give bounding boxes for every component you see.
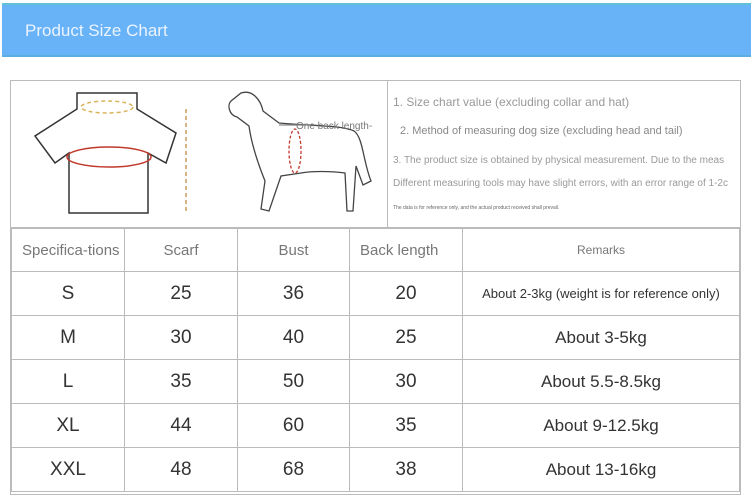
size-cell: XXL — [11, 447, 125, 492]
header-remarks: Remarks — [462, 228, 740, 272]
remarks-cell: About 9-12.5kg — [462, 403, 740, 448]
size-cell: S — [11, 271, 125, 316]
bust-cell: 36 — [237, 271, 350, 316]
note-4: Different measuring tools may have sligh… — [393, 178, 728, 189]
size-cell: M — [11, 315, 125, 360]
header-specifications: Specifica-tions — [11, 228, 125, 272]
remarks-cell: About 3-5kg — [462, 315, 740, 360]
note-3: 3. The product size is obtained by physi… — [393, 155, 725, 166]
shirt-dog-illustration: One back length- — [33, 91, 372, 214]
bust-cell: 50 — [237, 359, 350, 404]
header-banner: Product Size Chart — [2, 3, 751, 57]
bust-cell: 40 — [237, 315, 350, 360]
scarf-cell: 35 — [124, 359, 238, 404]
dog-icon — [228, 91, 372, 212]
size-cell: L — [11, 359, 125, 404]
table-row: S 25 36 20 About 2-3kg (weight is for re… — [11, 271, 740, 316]
size-chart: One back length- 1. Size chart value (ex… — [10, 80, 741, 495]
table-header: Specifica-tions Scarf Bust Back length R… — [11, 228, 740, 272]
back-length-cell: 38 — [349, 447, 463, 492]
remarks-cell: About 13-16kg — [462, 447, 740, 492]
back-length-cell: 25 — [349, 315, 463, 360]
bust-cell: 68 — [237, 447, 350, 492]
remarks-cell: About 5.5-8.5kg — [462, 359, 740, 404]
scarf-cell: 30 — [124, 315, 238, 360]
note-5: The data is for reference only, and the … — [393, 205, 560, 211]
back-length-label: One back length- — [296, 121, 372, 132]
back-length-cell: 35 — [349, 403, 463, 448]
measurement-diagram: One back length- — [11, 81, 388, 228]
scarf-cell: 48 — [124, 447, 238, 492]
back-length-cell: 30 — [349, 359, 463, 404]
header-bust: Bust — [237, 228, 350, 272]
table-row: XL 44 60 35 About 9-12.5kg — [11, 403, 740, 448]
header-scarf: Scarf — [124, 228, 238, 272]
size-table: Specifica-tions Scarf Bust Back length R… — [11, 228, 740, 492]
bust-cell: 60 — [237, 403, 350, 448]
note-1: 1. Size chart value (excluding collar an… — [393, 95, 630, 109]
table-row: XXL 48 68 38 About 13-16kg — [11, 447, 740, 492]
scarf-cell: 25 — [124, 271, 238, 316]
note-2: 2. Method of measuring dog size (excludi… — [400, 125, 683, 137]
table-row: M 30 40 25 About 3-5kg — [11, 315, 740, 360]
remarks-cell: About 2-3kg (weight is for reference onl… — [462, 271, 740, 316]
table-row: L 35 50 30 About 5.5-8.5kg — [11, 359, 740, 404]
shirt-icon — [33, 92, 187, 214]
scarf-cell: 44 — [124, 403, 238, 448]
header-back-length: Back length — [349, 228, 463, 272]
page-title: Product Size Chart — [25, 21, 168, 40]
size-cell: XL — [11, 403, 125, 448]
back-length-cell: 20 — [349, 271, 463, 316]
notes-panel: 1. Size chart value (excluding collar an… — [388, 81, 740, 228]
